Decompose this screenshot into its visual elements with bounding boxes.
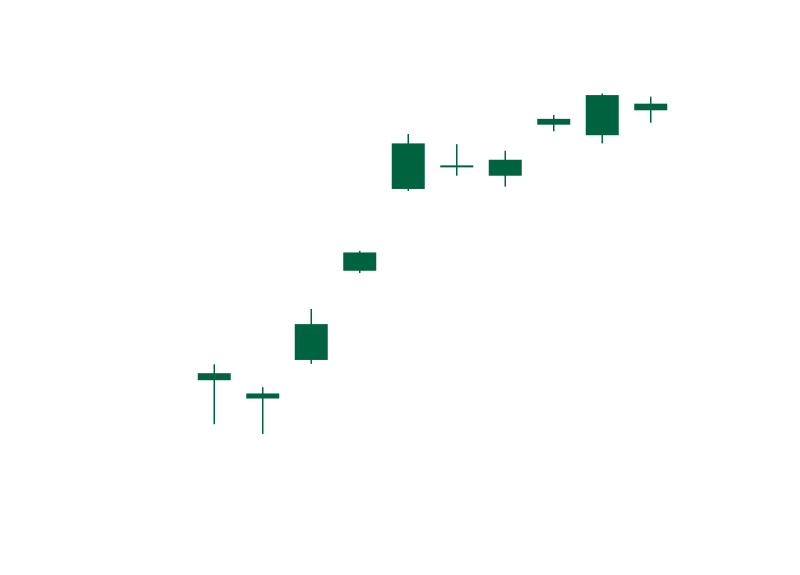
candle-body [343, 252, 377, 271]
candle [294, 308, 328, 364]
candle-body [537, 118, 571, 125]
candle [197, 364, 231, 425]
candle-body [585, 95, 619, 136]
candle [440, 144, 474, 176]
candle-body [440, 165, 474, 168]
candle [585, 93, 619, 144]
candle [634, 96, 668, 123]
candles-layer [197, 93, 668, 434]
candle-body [488, 159, 522, 176]
candle [246, 387, 280, 434]
candle-body [246, 393, 280, 399]
candle [343, 250, 377, 274]
candle [537, 114, 571, 132]
candle-body [294, 324, 328, 360]
candle-body [197, 373, 231, 381]
candle-body [634, 103, 668, 111]
candle [391, 134, 425, 191]
candle-body [391, 143, 425, 189]
candle [488, 150, 522, 187]
